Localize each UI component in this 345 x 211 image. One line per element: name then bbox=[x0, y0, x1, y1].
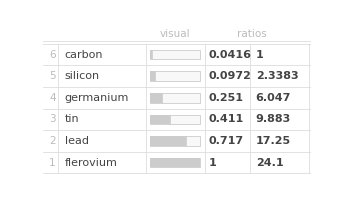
Bar bbox=[150, 136, 186, 146]
Text: lead: lead bbox=[65, 136, 89, 146]
Text: 0.411: 0.411 bbox=[209, 114, 244, 124]
Text: 0.717: 0.717 bbox=[209, 136, 244, 146]
Text: 9.883: 9.883 bbox=[256, 114, 291, 124]
Text: germanium: germanium bbox=[65, 93, 129, 103]
Bar bbox=[150, 93, 162, 103]
Text: 0.251: 0.251 bbox=[209, 93, 244, 103]
Text: 6.047: 6.047 bbox=[256, 93, 291, 103]
Text: flerovium: flerovium bbox=[65, 158, 117, 168]
Text: ratios: ratios bbox=[237, 29, 267, 39]
Bar bbox=[150, 158, 199, 168]
Text: 5: 5 bbox=[49, 71, 56, 81]
Text: 24.1: 24.1 bbox=[256, 158, 283, 168]
Text: 2: 2 bbox=[49, 136, 56, 146]
Bar bbox=[150, 115, 199, 124]
Text: visual: visual bbox=[160, 29, 191, 39]
Bar bbox=[150, 136, 199, 146]
Bar bbox=[150, 50, 199, 60]
Bar bbox=[150, 50, 152, 60]
Text: 17.25: 17.25 bbox=[256, 136, 291, 146]
Text: 0.0972: 0.0972 bbox=[209, 71, 252, 81]
Text: carbon: carbon bbox=[65, 50, 103, 60]
Text: silicon: silicon bbox=[65, 71, 100, 81]
Text: 6: 6 bbox=[49, 50, 56, 60]
Bar bbox=[150, 71, 199, 81]
Text: tin: tin bbox=[65, 114, 79, 124]
Text: 1: 1 bbox=[49, 158, 56, 168]
Text: 4: 4 bbox=[49, 93, 56, 103]
Text: 1: 1 bbox=[209, 158, 217, 168]
Text: 2.3383: 2.3383 bbox=[256, 71, 298, 81]
Text: 1: 1 bbox=[256, 50, 264, 60]
Bar bbox=[150, 93, 199, 103]
Bar bbox=[150, 115, 170, 124]
Bar bbox=[150, 158, 199, 168]
Text: 3: 3 bbox=[49, 114, 56, 124]
Text: 0.0416: 0.0416 bbox=[209, 50, 252, 60]
Bar bbox=[150, 71, 155, 81]
